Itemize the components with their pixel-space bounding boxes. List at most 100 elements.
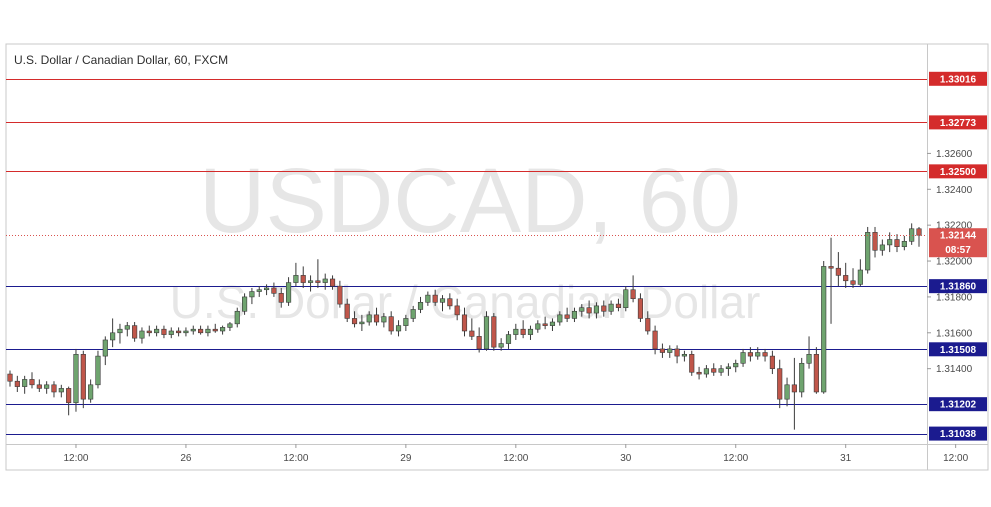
level-badge-bg [929, 342, 987, 357]
candle [51, 381, 57, 398]
candle [740, 348, 746, 367]
time-tick-label: 31 [840, 453, 852, 464]
level-badge-bg [929, 71, 987, 86]
candle-body [630, 289, 636, 300]
candle-body [850, 280, 856, 285]
candle-body [645, 318, 651, 332]
price-axis: 1.31400 1.31600 1.31800 1.32000 1.32200 1.324… [927, 149, 973, 375]
candle [645, 311, 651, 335]
candle-body [843, 275, 849, 282]
candle-body [344, 303, 350, 319]
candle-body [579, 307, 585, 312]
candle-body [29, 379, 35, 386]
candle-body [51, 384, 57, 393]
candle [58, 384, 64, 398]
level-badge-bg [929, 279, 987, 294]
chart-frame [5, 43, 989, 471]
candle-body [909, 228, 915, 242]
candle [425, 291, 431, 306]
candle [44, 381, 50, 394]
candle [601, 300, 607, 317]
candle-body [542, 323, 548, 326]
candle [300, 266, 306, 288]
candle [586, 300, 592, 319]
price-tick-label: 1.32200 [936, 221, 973, 232]
candle [329, 275, 336, 290]
candle-body [66, 388, 72, 404]
candle [234, 307, 240, 328]
candle-body [593, 305, 600, 314]
level-badge-label: 1.31202 [940, 400, 977, 411]
candles [7, 223, 922, 430]
candle-body [535, 323, 541, 330]
candle-body [784, 384, 790, 400]
candle-body [249, 291, 255, 298]
candle [784, 377, 790, 407]
candle [73, 348, 79, 412]
candle-body [359, 321, 365, 325]
candle [337, 280, 343, 308]
candle-body [300, 275, 306, 283]
candle [542, 316, 548, 330]
candle-body [454, 305, 460, 316]
candle-body [601, 305, 607, 312]
candle [14, 375, 20, 392]
candle [689, 350, 695, 376]
candle-body [439, 298, 446, 303]
candle [571, 307, 578, 323]
candle [95, 350, 101, 389]
candle-body [198, 328, 204, 334]
candle [535, 320, 541, 333]
candle-body [901, 241, 907, 247]
price-tick-label: 1.32400 [936, 185, 973, 196]
candle-body [777, 368, 783, 400]
candle-body [865, 232, 871, 271]
candle [674, 345, 680, 364]
candle-body [373, 314, 380, 323]
candle [557, 311, 563, 326]
price-tick-label: 1.31400 [936, 364, 973, 375]
candle-body [689, 354, 695, 373]
candle-body [461, 314, 468, 332]
candle-body [205, 328, 211, 334]
level-badge-bg [929, 397, 987, 412]
candle [315, 259, 321, 288]
candle [264, 284, 270, 296]
candle-body [564, 314, 570, 319]
last-price-label: 1.32144 [940, 231, 977, 242]
candle-body [88, 384, 94, 400]
candle-body [14, 380, 20, 387]
level-badge-label: 1.31508 [940, 345, 977, 356]
candle-body [293, 275, 299, 283]
level-badge-label: 1.31038 [940, 429, 977, 440]
candle-body [527, 328, 534, 335]
candle-body [95, 355, 101, 386]
candle-body [674, 348, 680, 357]
candle [227, 322, 233, 331]
candle [879, 239, 885, 256]
candle-body [234, 310, 240, 325]
candle [579, 304, 585, 317]
candle-body [36, 384, 42, 389]
candle-body [403, 318, 409, 326]
candle [799, 357, 805, 398]
candle [249, 287, 255, 305]
candle-body [212, 328, 218, 332]
candle-body [190, 328, 196, 332]
level-badge-bg [929, 115, 987, 130]
candle-body [799, 362, 805, 393]
candle-body [835, 267, 841, 276]
candle-body [813, 354, 819, 393]
candle-body [256, 289, 262, 292]
candle [630, 275, 636, 303]
candle-body [725, 366, 731, 369]
candle [271, 282, 277, 297]
candle [755, 347, 761, 360]
time-tick-label: 12:00 [503, 453, 528, 464]
candle-body [549, 321, 556, 326]
price-tick-label: 1.31600 [936, 328, 973, 339]
candle-body [857, 269, 863, 285]
candle-body [718, 368, 724, 373]
candle [168, 327, 174, 339]
